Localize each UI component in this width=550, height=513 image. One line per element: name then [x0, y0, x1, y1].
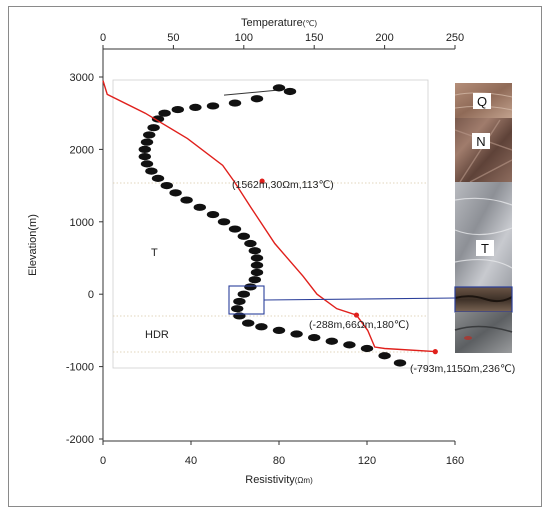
top-tick-label-200: 200	[375, 32, 393, 44]
resistivity-point-25	[244, 239, 257, 248]
y-tick-label--2000: -2000	[66, 434, 94, 446]
core-photo-bottom	[455, 312, 512, 353]
core-label-T: T	[481, 241, 489, 256]
resistivity-point-33	[233, 297, 246, 306]
resistivity-point-7	[158, 109, 171, 117]
resistivity-point-30	[248, 276, 261, 284]
resistivity-point-14	[140, 160, 154, 168]
top-tick-label-150: 150	[305, 32, 323, 44]
resistivity-point-23	[228, 225, 242, 233]
core-label-Q: Q	[477, 94, 487, 109]
core-label-T-bg	[476, 240, 494, 256]
figure-frame	[8, 6, 542, 507]
resistivity-point-6	[171, 105, 184, 114]
temperature-line	[102, 80, 436, 353]
y-tick-label-1000: 1000	[70, 217, 94, 229]
resistivity-point-17	[160, 182, 173, 190]
resistivity-point-29	[250, 268, 264, 277]
y-tick-label-0: 0	[88, 289, 94, 301]
axes	[102, 48, 455, 442]
core-label-N-bg	[472, 133, 490, 149]
resistivity-point-15	[145, 167, 158, 175]
resistivity-point-24	[237, 232, 250, 240]
resistivity-point-40	[308, 334, 321, 342]
resistivity-point-32	[237, 290, 250, 298]
resistivity-point-44	[378, 352, 391, 360]
resistivity-point-34	[231, 305, 244, 313]
core-photo-highlight-fracture	[454, 295, 513, 303]
core-label-Q-bg	[473, 93, 491, 109]
bottom-tick-label-0: 0	[100, 455, 106, 467]
resistivity-series	[138, 84, 407, 367]
resistivity-point-4	[206, 102, 220, 110]
resistivity-point-26	[248, 247, 261, 255]
resistivity-point-19	[180, 196, 193, 204]
resistivity-point-43	[360, 344, 374, 353]
bottom-tick-label-40: 40	[185, 455, 197, 467]
resistivity-point-18	[169, 189, 182, 197]
resistivity-tail-line	[223, 89, 280, 96]
y-axis-title: Elevation(m)	[27, 214, 39, 276]
temperature-marker-2	[432, 349, 438, 355]
core-photo-T-texture	[454, 197, 513, 269]
resistivity-point-35	[233, 312, 246, 320]
top-tick-label-100: 100	[235, 32, 253, 44]
resistivity-point-13	[138, 153, 151, 161]
y-tick-label--1000: -1000	[66, 362, 94, 374]
resistivity-point-42	[343, 341, 356, 349]
resistivity-point-39	[290, 330, 303, 338]
resistivity-point-12	[138, 145, 151, 153]
top-tick-label-250: 250	[446, 32, 464, 44]
zone-label-HDR: HDR	[145, 329, 169, 341]
resistivity-point-22	[217, 218, 231, 226]
resistivity-point-0	[283, 87, 297, 96]
annotation-793m: (-793m,115Ωm,236℃)	[410, 363, 515, 375]
resistivity-point-20	[193, 203, 206, 211]
resistivity-point-2	[250, 95, 264, 103]
resistivity-point-27	[250, 254, 264, 262]
core-photo-column: Q N T	[454, 83, 513, 353]
top-tick-label-50: 50	[167, 32, 179, 44]
resistivity-point-41	[325, 337, 338, 345]
top-tick-label-0: 0	[100, 32, 106, 44]
highlight-connector	[263, 297, 457, 301]
temperature-marker-1	[353, 312, 360, 318]
resistivity-point-5	[189, 103, 202, 112]
resistivity-point-38	[272, 326, 286, 334]
resistivity-point-10	[143, 131, 156, 139]
tick-marks	[99, 45, 456, 445]
bottom-axis-title: Resistivity(Ωm)	[245, 474, 313, 486]
temperature-series	[102, 80, 438, 355]
top-axis-title: Temperature(℃)	[241, 17, 317, 29]
resistivity-point-8	[151, 115, 165, 123]
y-tick-label-2000: 2000	[70, 144, 94, 156]
core-photo-bottom-spot	[464, 336, 472, 340]
resistivity-point-21	[206, 210, 220, 219]
resistivity-point-1	[272, 84, 286, 92]
resistivity-point-31	[244, 283, 257, 291]
temperature-marker-0	[259, 178, 265, 184]
resistivity-point-9	[147, 124, 160, 132]
y-tick-label-3000: 3000	[70, 72, 94, 84]
resistivity-point-11	[140, 138, 154, 146]
resistivity-point-36	[242, 319, 255, 327]
bottom-tick-label-80: 80	[273, 455, 285, 467]
bottom-tick-label-120: 120	[358, 455, 376, 467]
core-photo-bottom-fracture	[454, 325, 513, 333]
zone-label-T: T	[151, 247, 158, 259]
annotation-1562m: (1562m,30Ωm,113℃)	[232, 179, 334, 191]
resistivity-point-28	[250, 261, 264, 269]
core-photo-N	[455, 118, 512, 182]
bottom-tick-label-160: 160	[446, 455, 464, 467]
inner-frame	[112, 79, 429, 369]
resistivity-point-16	[151, 174, 165, 182]
core-label-N: N	[476, 134, 485, 149]
resistivity-point-3	[228, 99, 242, 107]
resistivity-point-37	[255, 323, 268, 331]
annotation-288m: (-288m,66Ωm,180℃)	[309, 319, 409, 331]
resistivity-point-45	[393, 359, 407, 367]
